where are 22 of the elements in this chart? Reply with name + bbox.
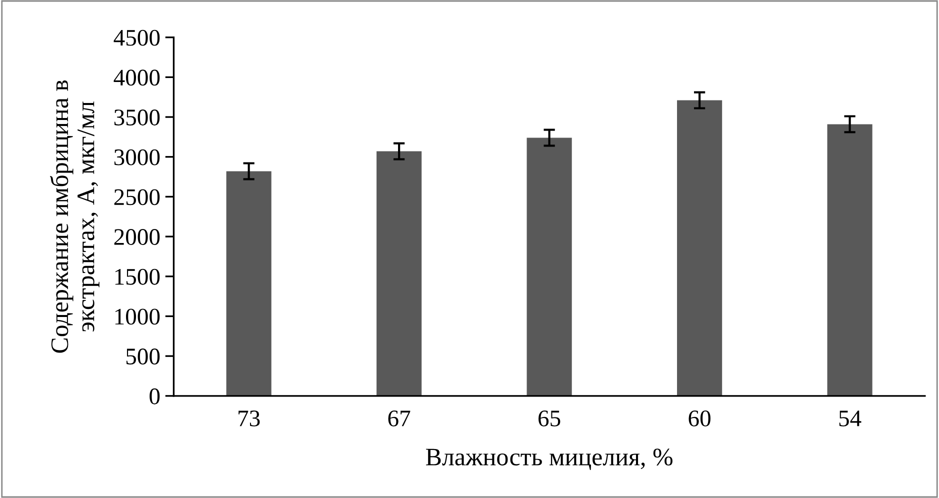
y-tick-label: 4000 bbox=[114, 70, 160, 86]
bar bbox=[376, 151, 422, 396]
x-tick-label: 65 bbox=[538, 410, 560, 426]
y-tick-label: 3000 bbox=[114, 149, 160, 166]
x-tick-label: 73 bbox=[238, 410, 260, 426]
x-axis-title: Влажность мицелия, % bbox=[426, 448, 672, 470]
y-tick-label: 0 bbox=[150, 388, 160, 404]
y-tick-label: 3500 bbox=[114, 110, 160, 126]
y-tick-label: 2000 bbox=[114, 229, 160, 245]
bar bbox=[827, 124, 872, 396]
y-tick-label: 2500 bbox=[114, 189, 160, 206]
bar bbox=[226, 171, 272, 396]
x-tick-label: 60 bbox=[688, 410, 710, 426]
y-tick-label: 4500 bbox=[114, 30, 160, 46]
x-tick-label: 67 bbox=[388, 410, 410, 426]
bar bbox=[677, 100, 722, 396]
y-axis-title: Содержание имбрицина в экстрактах, А, мкг/мл bbox=[50, 80, 100, 353]
y-tick-label: 1500 bbox=[115, 268, 160, 285]
y-tick-label: 500 bbox=[126, 348, 160, 364]
y-tick-label: 1000 bbox=[115, 308, 160, 325]
bar bbox=[526, 138, 572, 396]
x-tick-label: 54 bbox=[839, 410, 862, 426]
